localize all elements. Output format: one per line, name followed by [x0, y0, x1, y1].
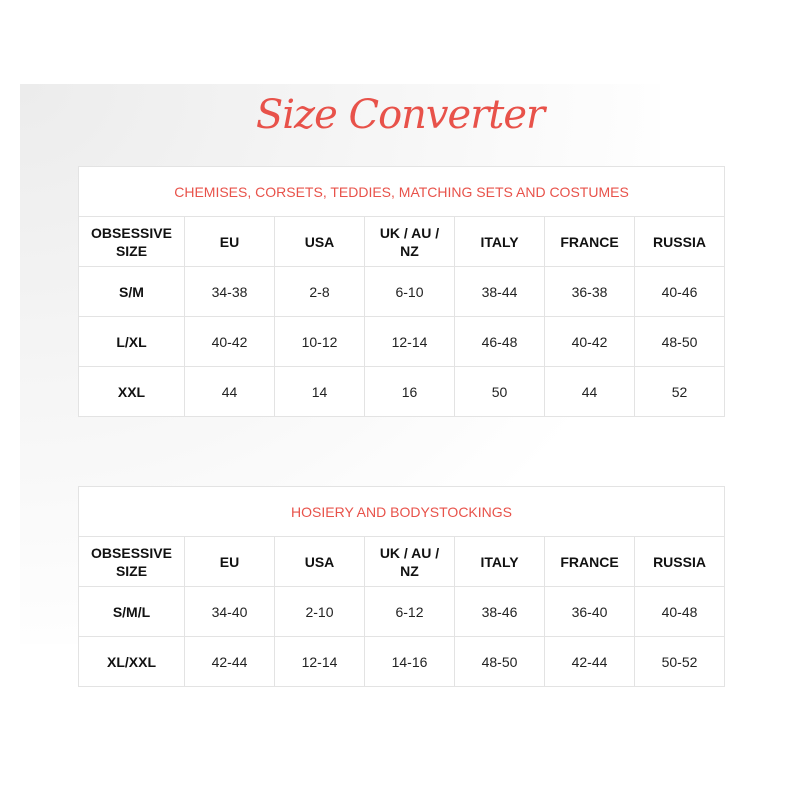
table-row: S/M/L 34-40 2-10 6-12 38-46 36-40 40-48 [78, 586, 726, 637]
value-cell: 10-12 [274, 316, 365, 367]
value-cell: 2-10 [274, 586, 365, 637]
value-cell: 38-44 [454, 266, 545, 317]
table-row: S/M 34-38 2-8 6-10 38-44 36-38 40-46 [78, 266, 726, 317]
value-cell: 40-48 [633, 586, 726, 637]
column-header: UK / AU / NZ [364, 216, 455, 267]
page-title: Size Converter [255, 92, 545, 138]
size-cell: L/XL [78, 316, 185, 367]
size-cell: XXL [78, 366, 185, 417]
value-cell: 44 [184, 366, 275, 417]
table-row: XL/XXL 42-44 12-14 14-16 48-50 42-44 50-52 [78, 636, 726, 687]
column-header: OBSESSIVE SIZE [78, 536, 185, 587]
value-cell: 40-42 [544, 316, 635, 367]
value-cell: 36-40 [544, 586, 635, 637]
value-cell: 52 [633, 366, 726, 417]
value-cell: 42-44 [184, 636, 275, 687]
table-caption: CHEMISES, CORSETS, TEDDIES, MATCHING SET… [77, 166, 726, 217]
value-cell: 12-14 [364, 316, 455, 367]
value-cell: 14-16 [364, 636, 455, 687]
column-header: RUSSIA [633, 216, 726, 267]
table-row: L/XL 40-42 10-12 12-14 46-48 40-42 48-50 [78, 316, 726, 367]
value-cell: 6-10 [364, 266, 455, 317]
column-header: FRANCE [544, 216, 635, 267]
table-caption: HOSIERY AND BODYSTOCKINGS [77, 486, 726, 537]
column-header: RUSSIA [633, 536, 726, 587]
value-cell: 14 [274, 366, 365, 417]
column-header: EU [184, 536, 275, 587]
column-header: ITALY [454, 216, 545, 267]
value-cell: 34-38 [184, 266, 275, 317]
header-row: OBSESSIVE SIZE EU USA UK / AU / NZ ITALY… [78, 216, 726, 267]
column-header: OBSESSIVE SIZE [78, 216, 185, 267]
header-row: OBSESSIVE SIZE EU USA UK / AU / NZ ITALY… [78, 536, 726, 587]
value-cell: 2-8 [274, 266, 365, 317]
value-cell: 50-52 [633, 636, 726, 687]
column-header: ITALY [454, 536, 545, 587]
value-cell: 6-12 [364, 586, 455, 637]
column-header: EU [184, 216, 275, 267]
value-cell: 36-38 [544, 266, 635, 317]
table-row: XXL 44 14 16 50 44 52 [78, 366, 726, 417]
size-table-hosiery: HOSIERY AND BODYSTOCKINGS OBSESSIVE SIZE… [77, 486, 726, 687]
value-cell: 40-46 [633, 266, 726, 317]
column-header: USA [274, 536, 365, 587]
size-table-chemises: CHEMISES, CORSETS, TEDDIES, MATCHING SET… [77, 166, 726, 417]
value-cell: 12-14 [274, 636, 365, 687]
column-header: UK / AU / NZ [364, 536, 455, 587]
size-cell: S/M/L [78, 586, 185, 637]
value-cell: 40-42 [184, 316, 275, 367]
column-header: USA [274, 216, 365, 267]
value-cell: 48-50 [454, 636, 545, 687]
column-header: FRANCE [544, 536, 635, 587]
size-cell: XL/XXL [78, 636, 185, 687]
value-cell: 44 [544, 366, 635, 417]
value-cell: 42-44 [544, 636, 635, 687]
value-cell: 48-50 [633, 316, 726, 367]
value-cell: 38-46 [454, 586, 545, 637]
size-cell: S/M [78, 266, 185, 317]
value-cell: 50 [454, 366, 545, 417]
value-cell: 46-48 [454, 316, 545, 367]
value-cell: 16 [364, 366, 455, 417]
value-cell: 34-40 [184, 586, 275, 637]
